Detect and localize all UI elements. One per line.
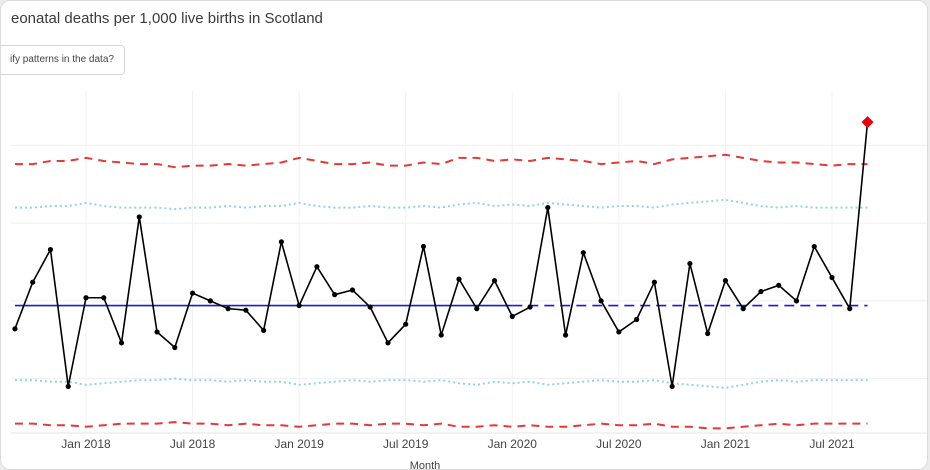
data-point — [509, 313, 515, 320]
data-point — [83, 295, 89, 301]
x-tick-label: Jul 2019 — [383, 437, 429, 451]
data-point — [47, 246, 54, 253]
chart-title: eonatal deaths per 1,000 live births in … — [11, 10, 323, 27]
value-line — [14, 122, 869, 387]
data-point — [491, 278, 498, 284]
data-point — [438, 332, 444, 338]
data-point — [705, 330, 711, 337]
data-point — [243, 307, 249, 313]
data-point — [225, 306, 231, 312]
x-tick-label: Jan 2018 — [61, 437, 111, 451]
data-point — [598, 298, 604, 304]
data-point — [580, 250, 586, 256]
x-tick-label: Jul 2020 — [596, 437, 642, 451]
data-point — [314, 264, 320, 270]
x-axis-ticks: Jan 2018 Jul 2018 Jan 2019 Jul 2019 Jan 2020… — [61, 437, 855, 451]
data-point — [30, 279, 36, 285]
data-point — [527, 304, 533, 310]
data-point — [634, 316, 640, 323]
x-tick-label: Jul 2018 — [170, 437, 216, 451]
data-point — [101, 295, 107, 301]
data-series — [12, 116, 874, 389]
data-point — [793, 298, 800, 304]
data-point — [296, 302, 302, 309]
data-point — [189, 290, 196, 296]
data-point — [172, 344, 178, 351]
data-point — [669, 383, 675, 389]
data-point — [207, 298, 213, 304]
data-point — [776, 282, 782, 288]
highlight-point — [861, 116, 874, 129]
data-point — [278, 239, 284, 245]
grid — [11, 91, 927, 434]
data-point — [811, 243, 817, 250]
data-point — [261, 327, 267, 333]
x-axis-title: Month — [410, 460, 441, 469]
identify-patterns-button[interactable]: ify patterns in the data? — [1, 45, 125, 75]
data-point — [349, 287, 356, 293]
lower-warning-limit-line — [14, 377, 868, 389]
data-point — [456, 276, 462, 282]
data-point — [722, 278, 729, 284]
data-point — [65, 383, 71, 389]
data-point — [545, 204, 551, 211]
data-point — [385, 340, 391, 346]
data-point — [687, 260, 693, 267]
data-point — [616, 329, 622, 335]
data-point — [136, 214, 142, 220]
x-tick-label: Jul 2021 — [809, 437, 855, 451]
data-point — [474, 306, 480, 312]
data-point — [829, 274, 835, 281]
upper-warning-limit-line — [14, 198, 868, 211]
data-point — [154, 329, 160, 335]
x-tick-label: Jan 2019 — [274, 437, 324, 451]
data-point — [740, 306, 746, 312]
data-point — [12, 326, 18, 332]
lower-control-limit-line — [14, 421, 868, 430]
data-point — [758, 288, 764, 295]
upper-control-limit-line — [14, 153, 868, 169]
x-tick-label: Jan 2020 — [488, 437, 538, 451]
data-point — [332, 292, 338, 298]
data-point — [651, 279, 657, 285]
data-point — [420, 243, 427, 250]
data-point — [562, 332, 569, 338]
control-limits — [14, 153, 868, 430]
data-point — [367, 304, 373, 310]
x-tick-label: Jan 2021 — [701, 437, 751, 451]
data-point — [118, 340, 125, 346]
data-point — [847, 306, 853, 312]
data-point — [403, 321, 409, 327]
